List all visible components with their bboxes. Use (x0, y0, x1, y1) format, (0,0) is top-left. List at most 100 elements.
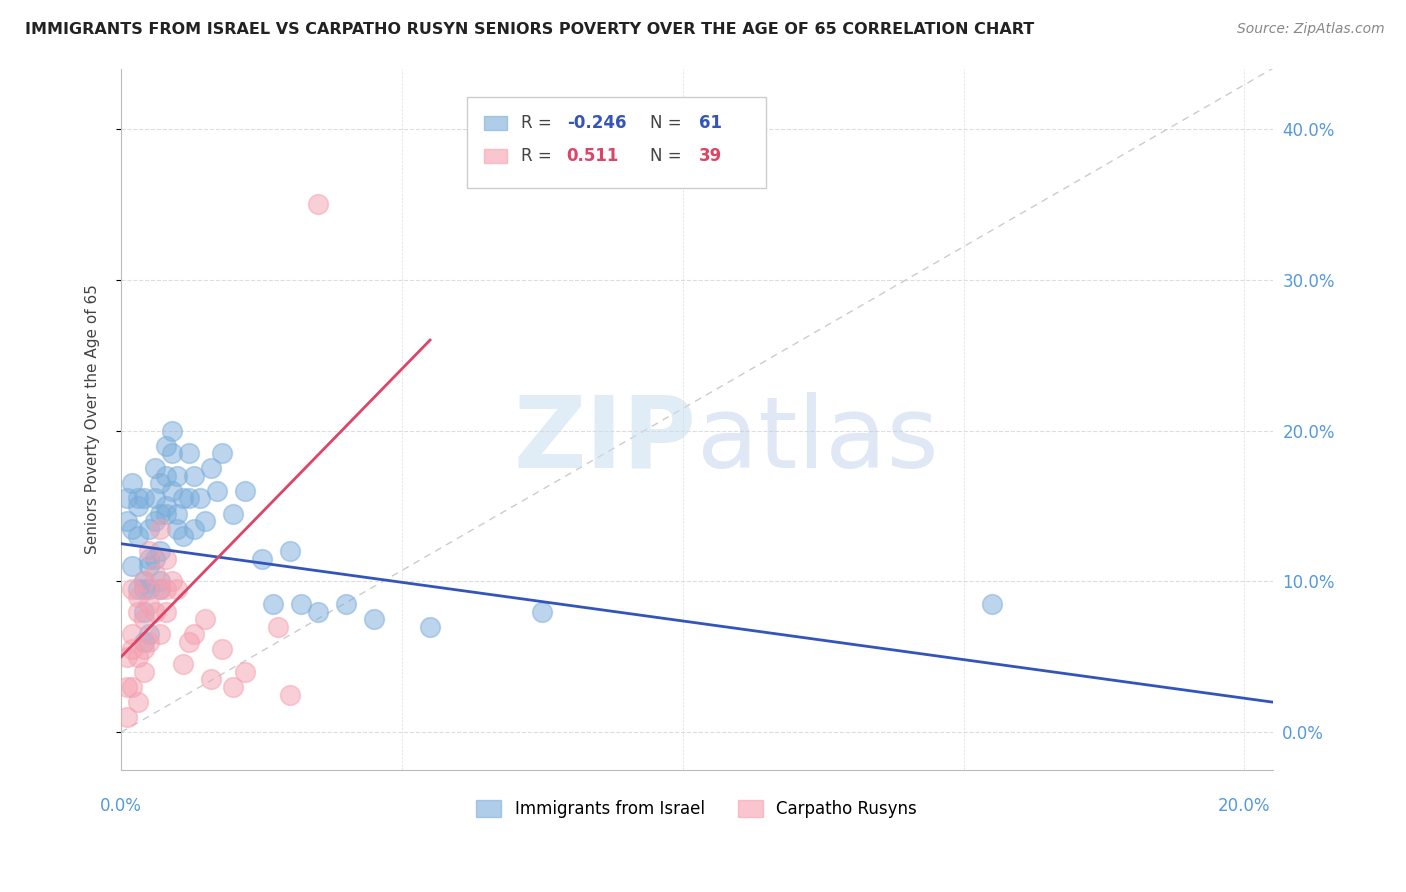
Point (115, 710, 138, 724)
Point (177, 634, 200, 648)
Point (143, 566, 166, 581)
Text: 20.0%: 20.0% (1218, 797, 1271, 815)
Point (115, 649, 138, 664)
Point (200, 461, 222, 475)
Point (166, 582, 188, 596)
Point (121, 582, 143, 596)
Point (188, 491, 211, 506)
Point (138, 522, 160, 536)
Text: 39: 39 (699, 147, 723, 165)
Point (149, 507, 172, 521)
Point (222, 680, 245, 694)
Point (307, 605, 329, 619)
Point (149, 522, 172, 536)
Point (121, 642, 143, 657)
Text: -0.246: -0.246 (567, 114, 626, 132)
Point (194, 514, 217, 528)
Point (149, 582, 172, 596)
Point (166, 468, 188, 483)
Point (160, 446, 183, 460)
FancyBboxPatch shape (484, 149, 506, 163)
Point (278, 688, 301, 702)
Point (121, 476, 143, 491)
Point (149, 627, 172, 641)
Point (127, 605, 149, 619)
Text: R =: R = (520, 114, 557, 132)
Point (155, 605, 177, 619)
Point (290, 597, 312, 611)
Point (143, 491, 166, 506)
Point (138, 597, 160, 611)
Point (531, 605, 554, 619)
Point (262, 597, 284, 611)
Point (205, 483, 228, 498)
Point (143, 551, 166, 566)
Legend: Immigrants from Israel, Carpatho Rusyns: Immigrants from Israel, Carpatho Rusyns (470, 793, 924, 825)
Point (149, 574, 172, 589)
Point (121, 522, 143, 536)
Point (127, 590, 149, 604)
Point (155, 468, 177, 483)
Point (250, 551, 273, 566)
Point (155, 551, 177, 566)
Point (127, 499, 149, 513)
Point (115, 491, 138, 506)
Point (143, 605, 166, 619)
Point (132, 574, 155, 589)
Point (115, 514, 138, 528)
Point (200, 673, 222, 687)
Point (211, 446, 233, 460)
Point (211, 642, 233, 657)
FancyBboxPatch shape (484, 116, 506, 130)
Point (132, 665, 155, 679)
Point (121, 559, 143, 574)
Point (233, 483, 256, 498)
Point (138, 627, 160, 641)
Text: ZIP: ZIP (515, 392, 697, 489)
Text: IMMIGRANTS FROM ISRAEL VS CARPATHO RUSYN SENIORS POVERTY OVER THE AGE OF 65 CORR: IMMIGRANTS FROM ISRAEL VS CARPATHO RUSYN… (25, 22, 1035, 37)
Point (138, 551, 160, 566)
Point (149, 544, 172, 558)
Text: N =: N = (650, 147, 686, 165)
Point (132, 574, 155, 589)
Y-axis label: Seniors Poverty Over the Age of 65: Seniors Poverty Over the Age of 65 (86, 285, 100, 554)
Point (138, 559, 160, 574)
Point (177, 446, 200, 460)
Point (121, 680, 143, 694)
Point (160, 424, 183, 438)
Point (149, 476, 172, 491)
Point (267, 620, 290, 634)
Text: Source: ZipAtlas.com: Source: ZipAtlas.com (1237, 22, 1385, 37)
Point (980, 597, 1002, 611)
Point (166, 522, 188, 536)
Text: atlas: atlas (697, 392, 938, 489)
Point (194, 612, 217, 626)
Point (155, 582, 177, 596)
Point (115, 680, 138, 694)
Point (127, 649, 149, 664)
Point (177, 491, 200, 506)
Text: R =: R = (520, 147, 557, 165)
Point (155, 439, 177, 453)
Point (132, 605, 155, 619)
Text: N =: N = (650, 114, 686, 132)
Point (278, 544, 301, 558)
Point (132, 582, 155, 596)
Point (160, 483, 183, 498)
Point (183, 627, 205, 641)
Point (149, 582, 172, 596)
Point (307, 197, 329, 211)
Point (155, 499, 177, 513)
Point (233, 665, 256, 679)
Point (363, 612, 385, 626)
Point (132, 491, 155, 506)
Text: 0.511: 0.511 (567, 147, 619, 165)
Point (132, 634, 155, 648)
Point (335, 597, 357, 611)
Point (172, 657, 194, 672)
Point (160, 574, 183, 589)
Point (132, 642, 155, 657)
Point (183, 522, 205, 536)
Point (183, 468, 205, 483)
Point (155, 507, 177, 521)
